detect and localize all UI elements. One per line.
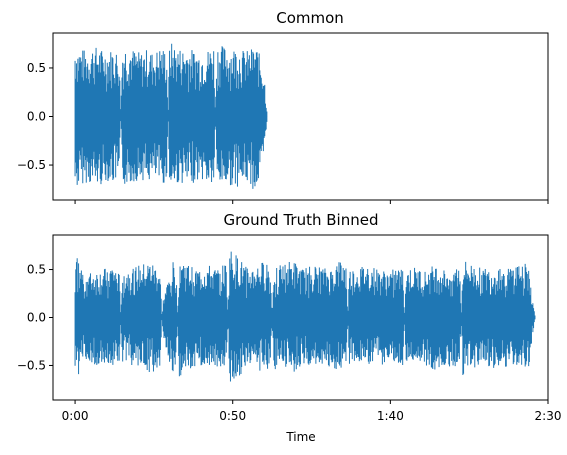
x-tick-label: 0:50: [219, 409, 246, 423]
x-tick-label: 2:30: [535, 409, 562, 423]
x-tick-label: 1:40: [377, 409, 404, 423]
ticks-common: −0.5 0.0 0.5: [17, 61, 549, 204]
x-axis-label: Time: [285, 430, 315, 444]
y-tick-label: −0.5: [17, 358, 46, 372]
chart-title-ground-truth-binned: Ground Truth Binned: [224, 211, 379, 229]
chart-title-common: Common: [276, 9, 344, 27]
x-tick-label: 0:00: [62, 409, 89, 423]
waveform-path-common: [74, 43, 268, 189]
waveform-path-ground-truth-binned: [74, 251, 536, 382]
y-tick-label: 0.0: [27, 110, 46, 124]
y-tick-label: 0.5: [27, 263, 46, 277]
chart-ground-truth-binned: Ground Truth Binned −0.5 0.0 0.5 0:00 0:50 1:…: [17, 211, 562, 444]
waveform-common: [74, 43, 268, 189]
ticks-ground-truth-binned: −0.5 0.0 0.5 0:00 0:50 1:40 2:30: [17, 263, 562, 423]
y-tick-label: 0.5: [27, 61, 46, 75]
y-tick-label: −0.5: [17, 158, 46, 172]
y-tick-label: 0.0: [27, 311, 46, 325]
waveform-ground-truth-binned: [74, 251, 536, 382]
chart-common: Common −0.5 0.0 0.5: [17, 9, 549, 204]
